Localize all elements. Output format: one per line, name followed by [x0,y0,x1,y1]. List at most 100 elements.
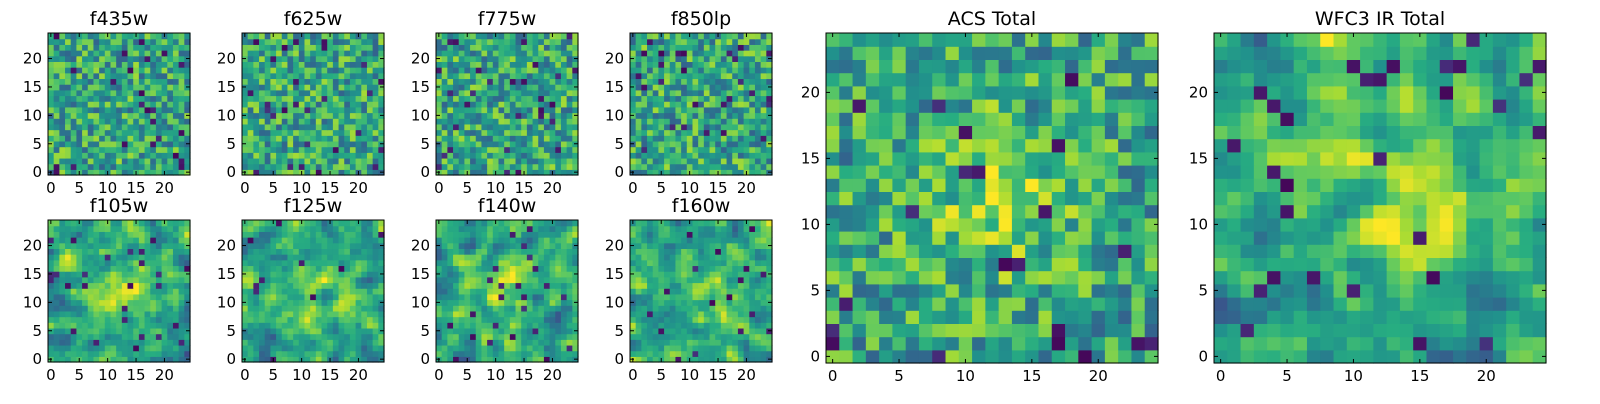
heatmap-cell [156,113,162,119]
heatmap-cell [344,78,350,84]
heatmap-cell [464,271,470,277]
heatmap-cell [361,260,367,266]
heatmap-cell [361,118,367,124]
heatmap-cell [304,33,310,39]
heatmap-cell [459,61,465,67]
heatmap-cell [470,311,476,317]
heatmap-cell [253,220,259,226]
heatmap-cell [88,311,94,317]
heatmap-cell [105,158,111,164]
heatmap-cell [322,118,328,124]
heatmap-cell [447,84,453,90]
heatmap-cell [727,78,733,84]
heatmap-cell [744,288,750,294]
heatmap-cell [442,56,448,62]
heatmap-cell [487,294,493,300]
heatmap-cell [464,118,470,124]
heatmap-cell [698,288,704,294]
heatmap-cell [732,317,738,323]
heatmap-cell [447,73,453,79]
heatmap-cell [664,334,670,340]
heatmap-cell [493,271,499,277]
heatmap-cell [698,84,704,90]
heatmap-cell [173,288,179,294]
heatmap-cell [653,271,659,277]
heatmap-cell [487,95,493,101]
heatmap-cell [316,265,322,271]
heatmap-cell [641,50,647,56]
heatmap-cell [71,282,77,288]
heatmap-cell [339,300,345,306]
heatmap-cell [105,107,111,113]
heatmap-cell [361,95,367,101]
heatmap-cell [470,231,476,237]
heatmap-cell [453,345,459,351]
heatmap-cell [350,152,356,158]
heatmap-cell [567,351,573,357]
heatmap-cell [749,61,755,67]
heatmap-cell [675,44,681,50]
heatmap-cell [71,118,77,124]
heatmap-cell [350,101,356,107]
heatmap-cell [287,118,293,124]
heatmap-cell [732,311,738,317]
heatmap-cell [253,130,259,136]
heatmap-cell [276,101,282,107]
heatmap-cell [173,101,179,107]
heatmap-cell [710,118,716,124]
heatmap-cell [681,56,687,62]
heatmap-cell [299,118,305,124]
heatmap-cell [248,90,254,96]
heatmap-cell [459,237,465,243]
heatmap-cell [550,265,556,271]
heatmap-cell [493,334,499,340]
heatmap-cell [259,322,265,328]
heatmap-cell [487,141,493,147]
heatmap-cell [630,294,636,300]
heatmap-cell [487,147,493,153]
heatmap-cell [459,158,465,164]
heatmap-cell [122,277,128,283]
heatmap-cell [304,351,310,357]
heatmap-cell [128,243,134,249]
heatmap-cell [322,345,328,351]
heatmap-cell [59,113,65,119]
heatmap-cell [361,265,367,271]
heatmap-cell [647,135,653,141]
heatmap-cell [516,164,522,170]
heatmap-cell [476,73,482,79]
heatmap-cell [287,288,293,294]
heatmap-cell [738,84,744,90]
heatmap-cell [145,158,151,164]
heatmap-cell [173,351,179,357]
heatmap-cell [476,345,482,351]
heatmap-cell [521,277,527,283]
heatmap-cell [653,84,659,90]
heatmap-cell [259,334,265,340]
heatmap-cell [287,135,293,141]
heatmap-cell [516,135,522,141]
heatmap-cell [253,351,259,357]
heatmap-cell [447,260,453,266]
heatmap-cell [538,78,544,84]
heatmap-cell [692,50,698,56]
heatmap-cell [453,339,459,345]
heatmap-cell [487,248,493,254]
heatmap-cell [122,248,128,254]
heatmap-cell [721,39,727,45]
heatmap-cell [156,288,162,294]
heatmap-cell [167,317,173,323]
heatmap-cell [150,107,156,113]
heatmap-cell [675,311,681,317]
heatmap-cell [732,67,738,73]
heatmap-cell [527,95,533,101]
heatmap-cell [248,220,254,226]
heatmap-cell [344,351,350,357]
heatmap-cell [133,339,139,345]
heatmap-cell [162,288,168,294]
heatmap-cell [710,50,716,56]
heatmap-cell [54,84,60,90]
heatmap-cell [59,328,65,334]
heatmap-cell [442,33,448,39]
heatmap-cell [732,164,738,170]
